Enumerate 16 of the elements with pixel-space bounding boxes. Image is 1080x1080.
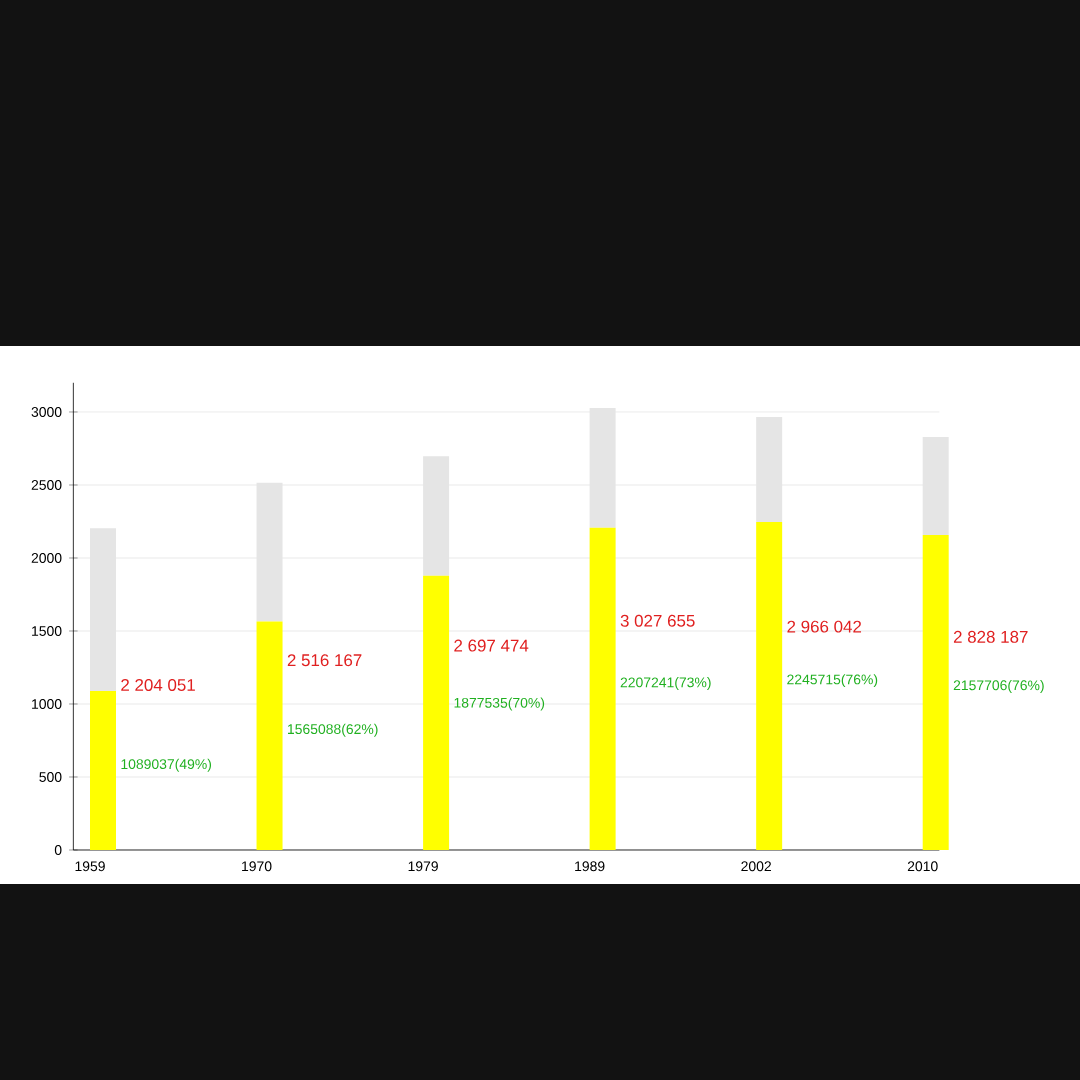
- annotation: 2 828 187: [953, 630, 1028, 643]
- annotation: 2 204 051: [121, 679, 195, 691]
- bar: [756, 416, 783, 523]
- bar: [423, 575, 450, 850]
- annotation: 3 027 655: [620, 614, 695, 627]
- bar: [423, 456, 450, 576]
- bar: [90, 691, 116, 850]
- bar: [756, 522, 783, 850]
- bar: [90, 528, 116, 691]
- bar: [589, 527, 616, 850]
- bar: [922, 534, 949, 850]
- annotation: 2 697 474: [454, 639, 529, 652]
- annotation: 2 966 042: [787, 620, 862, 633]
- bar: [256, 482, 283, 622]
- annotation: 2 516 167: [287, 654, 362, 667]
- bar: [256, 621, 283, 850]
